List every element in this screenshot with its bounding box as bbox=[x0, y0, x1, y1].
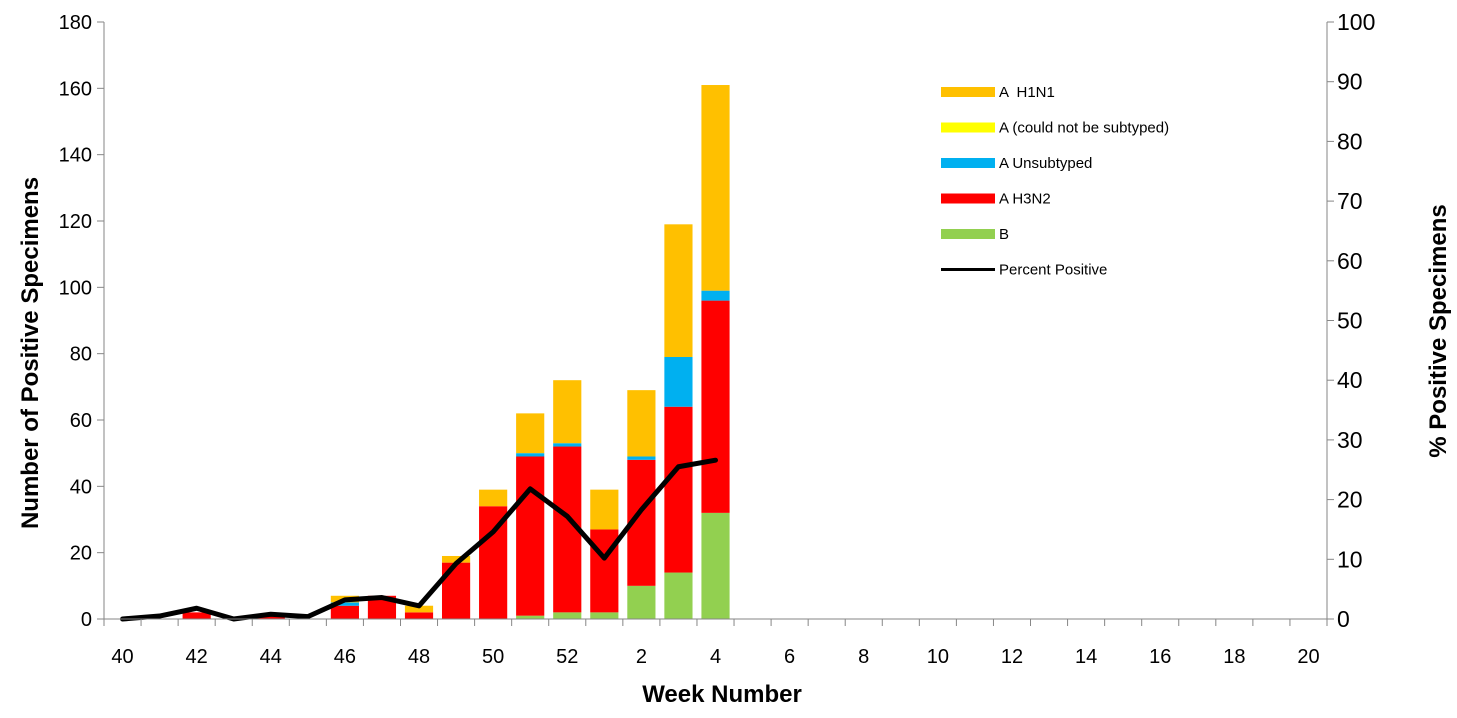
x-tick-label: 6 bbox=[784, 646, 795, 668]
y-tick-label: 20 bbox=[70, 543, 92, 565]
x-tick-label: 12 bbox=[1001, 646, 1023, 668]
legend-label-a-h1n1: A H1N1 bbox=[999, 84, 1055, 101]
y-tick-label: 120 bbox=[59, 211, 92, 233]
x-tick-label: 14 bbox=[1075, 646, 1097, 668]
bar-segment-a-unsubtyped-week-51 bbox=[516, 453, 545, 457]
legend-swatch-a-h1n1 bbox=[941, 87, 995, 97]
y2-tick-label: 10 bbox=[1337, 546, 1363, 572]
y2-tick-label: 100 bbox=[1337, 9, 1375, 35]
y-tick-label: 60 bbox=[70, 410, 92, 432]
y2-tick-label: 70 bbox=[1337, 188, 1363, 214]
bar-segment-a-unsubtyped-week-46 bbox=[330, 602, 359, 606]
bar-segment-a-h1n1-week-49 bbox=[441, 555, 471, 563]
bar-segment-a-unsubtyped-week-2 bbox=[627, 456, 656, 460]
bar-segment-a-h1n1-week-1 bbox=[590, 489, 619, 530]
bar-segment-b-week-3 bbox=[664, 572, 693, 619]
bar-segment-a-h1n1-week-4 bbox=[701, 85, 730, 291]
y-tick-label: 80 bbox=[70, 344, 92, 366]
legend-label-a-could-not-be-subtyped: A (could not be subtyped) bbox=[999, 120, 1169, 137]
y2-tick-label: 50 bbox=[1337, 308, 1363, 334]
y-axis-title: Number of Positive Specimens bbox=[17, 177, 44, 529]
x-tick-label: 8 bbox=[858, 646, 869, 668]
y2-tick-label: 90 bbox=[1337, 69, 1363, 95]
x-tick-label: 48 bbox=[408, 646, 430, 668]
bar-segment-b-week-2 bbox=[627, 585, 656, 619]
bar-segment-a-h3n2-week-3 bbox=[664, 406, 693, 573]
y2-tick-label: 40 bbox=[1337, 367, 1363, 393]
y2-tick-label: 0 bbox=[1337, 606, 1350, 632]
bar-segment-b-week-1 bbox=[590, 612, 619, 619]
bar-segment-a-h3n2-week-42 bbox=[182, 612, 211, 619]
y2-tick-label: 20 bbox=[1337, 487, 1363, 513]
bar-segment-b-week-52 bbox=[553, 612, 582, 619]
bars-layer bbox=[182, 85, 730, 619]
line-layer bbox=[120, 457, 718, 622]
legend: A H1N1 A (could not be subtyped) A Unsubty… bbox=[941, 84, 1169, 279]
x-tick-label: 2 bbox=[636, 646, 647, 668]
bar-segment-a-h1n1-week-50 bbox=[479, 489, 508, 507]
percent-positive-line bbox=[120, 457, 718, 622]
x-tick-label: 42 bbox=[186, 646, 208, 668]
y2-tick-label: 60 bbox=[1337, 248, 1363, 274]
legend-label-b: B bbox=[999, 226, 1009, 243]
x-tick-label: 20 bbox=[1297, 646, 1319, 668]
axes-layer: 0 20 40 60 80 100 120 140 160 180 0 10 20 30 40 50 60 70 8… bbox=[59, 9, 1376, 668]
y-tick-label: 0 bbox=[81, 609, 92, 631]
x-tick-label: 44 bbox=[260, 646, 282, 668]
y-tick-label: 100 bbox=[59, 277, 92, 299]
x-tick-label: 52 bbox=[556, 646, 578, 668]
bar-segment-a-unsubtyped-week-3 bbox=[664, 356, 693, 407]
legend-label-a-h3n2: A H3N2 bbox=[999, 191, 1051, 208]
x-tick-label: 4 bbox=[710, 646, 721, 668]
bar-segment-b-week-51 bbox=[516, 615, 545, 619]
x-axis-title: Week Number bbox=[642, 681, 802, 708]
bar-segment-a-h1n1-week-3 bbox=[664, 224, 693, 357]
y-tick-label: 40 bbox=[70, 476, 92, 498]
x-tick-label: 50 bbox=[482, 646, 504, 668]
y-tick-label: 180 bbox=[59, 12, 92, 34]
x-tick-label: 16 bbox=[1149, 646, 1171, 668]
bar-segment-a-h3n2-week-50 bbox=[479, 506, 508, 619]
bar-segment-a-h1n1-week-2 bbox=[627, 390, 656, 457]
x-tick-label: 46 bbox=[334, 646, 356, 668]
bar-segment-a-h1n1-week-51 bbox=[516, 413, 545, 454]
legend-swatch-b bbox=[941, 229, 995, 239]
x-tick-label: 10 bbox=[927, 646, 949, 668]
bar-segment-a-h1n1-week-52 bbox=[553, 380, 582, 444]
bar-segment-a-h3n2-week-4 bbox=[701, 300, 730, 513]
y2-tick-label: 30 bbox=[1337, 427, 1363, 453]
legend-swatch-a-h3n2 bbox=[941, 193, 995, 204]
bar-segment-a-h3n2-week-46 bbox=[330, 605, 359, 619]
y2-axis-title: % Positive Specimens bbox=[1425, 204, 1452, 457]
legend-swatch-a-unsubtyped bbox=[941, 158, 995, 168]
x-tick-label: 40 bbox=[111, 646, 133, 668]
legend-swatch-a-could-not-be-subtyped bbox=[941, 122, 995, 133]
x-tick-label: 18 bbox=[1223, 646, 1245, 668]
bar-segment-a-h1n1-week-48 bbox=[404, 605, 434, 613]
bar-segment-a-h3n2-week-51 bbox=[516, 456, 545, 616]
y2-tick-label: 80 bbox=[1337, 128, 1363, 154]
y-tick-label: 140 bbox=[59, 145, 92, 167]
bar-segment-a-unsubtyped-week-52 bbox=[553, 443, 582, 447]
bar-segment-a-h3n2-week-44 bbox=[256, 615, 285, 619]
legend-label-percent-positive: Percent Positive bbox=[999, 262, 1107, 279]
y-tick-label: 160 bbox=[59, 78, 92, 100]
bar-segment-a-unsubtyped-week-4 bbox=[701, 290, 730, 301]
bar-segment-b-week-4 bbox=[701, 512, 730, 619]
legend-label-a-unsubtyped: A Unsubtyped bbox=[999, 155, 1092, 172]
bar-segment-a-h3n2-week-48 bbox=[404, 612, 434, 619]
